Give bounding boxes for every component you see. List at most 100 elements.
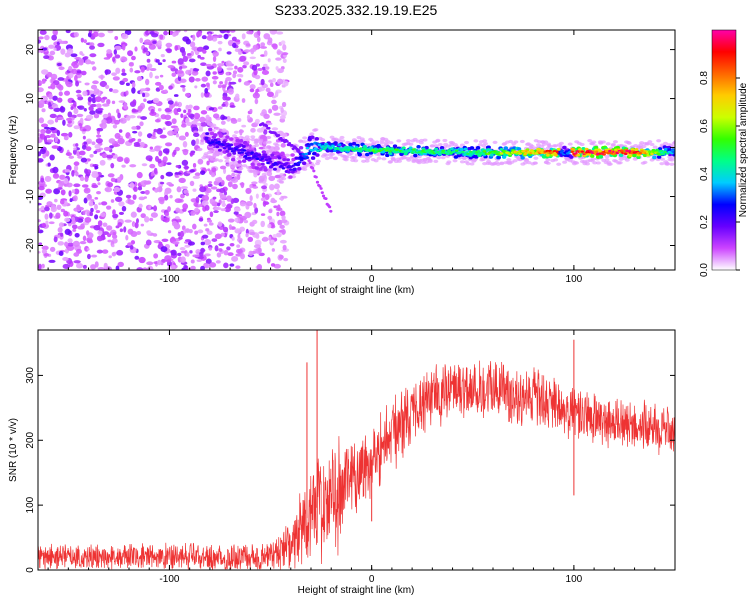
spectrogram-noise-cell	[219, 187, 226, 193]
spectrogram-noise-cell	[129, 115, 136, 119]
spectrogram-noise-cell	[237, 66, 244, 73]
spectrogram-noise-cell	[143, 39, 152, 45]
spectrogram-noise-cell	[223, 90, 230, 94]
spectrogram-band-cell	[250, 162, 255, 167]
spectrogram-noise-cell	[82, 128, 87, 132]
spectrogram-noise-cell	[73, 188, 80, 195]
spectrogram-noise-cell	[250, 127, 256, 133]
spectrogram-noise-cell	[46, 139, 54, 143]
spectrogram-noise-cell	[83, 197, 88, 204]
spectrogram-noise-cell	[72, 240, 80, 248]
spectrogram-noise-cell	[202, 49, 207, 54]
spectrogram-halo-cell	[262, 146, 268, 150]
spectrogram-noise-cell	[171, 220, 178, 227]
spectrogram-noise-cell	[71, 216, 76, 222]
spectrogram-halo-cell	[499, 161, 505, 165]
spectrogram-halo-cell	[224, 156, 230, 160]
spectrogram-halo-cell	[405, 139, 411, 143]
spectrogram-noise-cell	[95, 209, 101, 214]
spectrogram-noise-cell	[206, 160, 210, 166]
spectrogram-noise-cell	[175, 30, 181, 33]
spectrogram-noise-cell	[150, 135, 157, 140]
spectrogram-band-cell	[208, 127, 213, 132]
spectrogram-noise-cell	[140, 223, 145, 227]
spectrogram-halo-cell	[418, 141, 424, 145]
spectrogram-noise-cell	[262, 236, 269, 242]
spectrogram-noise-cell	[74, 75, 78, 82]
spectrogram-noise-cell	[143, 180, 151, 185]
spectrogram-noise-cell	[211, 167, 217, 173]
spectrogram-noise-cell	[281, 215, 286, 220]
spectrogram-trace-cell	[264, 124, 269, 128]
spectrogram-ytick-label: 10	[25, 93, 36, 105]
spectrogram-noise-cell	[73, 31, 79, 38]
spectrogram-noise-cell	[119, 117, 127, 124]
spectrogram-noise-cell	[87, 253, 91, 260]
spectrogram-noise-cell	[240, 253, 245, 260]
spectrogram-band-cell	[289, 168, 293, 171]
spectrogram-noise-cell	[73, 183, 81, 188]
spectrogram-band-cell	[263, 167, 268, 172]
spectrogram-halo-cell	[329, 152, 335, 156]
spectrogram-noise-cell	[239, 55, 247, 62]
spectrogram-band-cell	[404, 151, 409, 154]
spectrogram-halo-cell	[446, 160, 452, 164]
spectrogram-noise-cell	[191, 139, 196, 146]
spectrogram-band-cell	[318, 149, 323, 152]
spectrogram-noise-cell	[136, 267, 144, 270]
spectrogram-noise-cell	[263, 201, 270, 205]
spectrogram-noise-cell	[211, 75, 219, 80]
spectrogram-noise-cell	[219, 81, 224, 85]
spectrogram-halo-cell	[459, 143, 465, 147]
spectrogram-noise-cell	[62, 257, 69, 261]
spectrogram-band-cell	[373, 147, 378, 150]
spectrogram-noise-cell	[142, 92, 146, 98]
spectrogram-noise-cell	[282, 244, 287, 251]
spectrogram-band-cell	[580, 150, 585, 153]
spectrogram-noise-cell	[215, 260, 221, 264]
spectrogram-noise-cell	[175, 133, 180, 138]
spectrogram-noise-cell	[214, 207, 222, 211]
spectrogram-band-cell	[364, 152, 370, 157]
spectrogram-noise-cell	[111, 100, 116, 105]
spectrogram-noise-cell	[117, 112, 121, 119]
spectrogram-noise-cell	[266, 91, 274, 98]
spectrogram-noise-cell	[38, 99, 45, 106]
spectrogram-noise-cell	[280, 40, 286, 45]
spectrogram-noise-cell	[176, 70, 184, 74]
spectrogram-noise-cell	[261, 109, 267, 116]
spectrogram-noise-cell	[91, 184, 99, 189]
colorbar-tick-label: 0.2	[699, 215, 710, 229]
spectrogram-noise-cell	[232, 73, 237, 79]
spectrogram-noise-cell	[174, 102, 178, 106]
spectrogram-marks	[38, 30, 675, 270]
spectrogram-noise-cell	[136, 171, 143, 179]
spectrogram-halo-cell	[415, 139, 421, 143]
spectrogram-noise-cell	[226, 67, 234, 71]
spectrogram-band-cell	[260, 162, 265, 166]
spectrogram-noise-cell	[134, 46, 138, 52]
spectrogram-band-cell	[321, 145, 325, 148]
spectrogram-band-cell	[253, 155, 257, 158]
spectrogram-band-cell	[298, 145, 304, 150]
spectrogram-noise-cell	[102, 103, 110, 107]
spectrogram-halo-cell	[469, 162, 475, 166]
spectrogram-noise-cell	[200, 92, 204, 98]
spectrogram-noise-cell	[198, 217, 204, 222]
spectrogram-noise-cell	[43, 55, 50, 60]
spectrogram-noise-cell	[190, 50, 195, 57]
spectrogram-noise-cell	[268, 175, 276, 182]
spectrogram-noise-cell	[174, 146, 180, 152]
spectrogram-noise-cell	[236, 174, 241, 181]
spectrogram-band-cell	[230, 157, 236, 162]
spectrogram-band-cell	[648, 150, 652, 154]
spectrogram-halo-cell	[208, 149, 214, 153]
spectrogram-halo-cell	[384, 139, 390, 143]
spectrogram-noise-cell	[208, 107, 215, 111]
spectrogram-noise-cell	[197, 158, 204, 165]
spectrogram-noise-cell	[227, 218, 235, 223]
spectrogram-noise-cell	[191, 46, 199, 51]
spectrogram-noise-cell	[51, 34, 57, 41]
spectrogram-noise-cell	[64, 241, 69, 247]
spectrogram-noise-cell	[47, 162, 51, 167]
